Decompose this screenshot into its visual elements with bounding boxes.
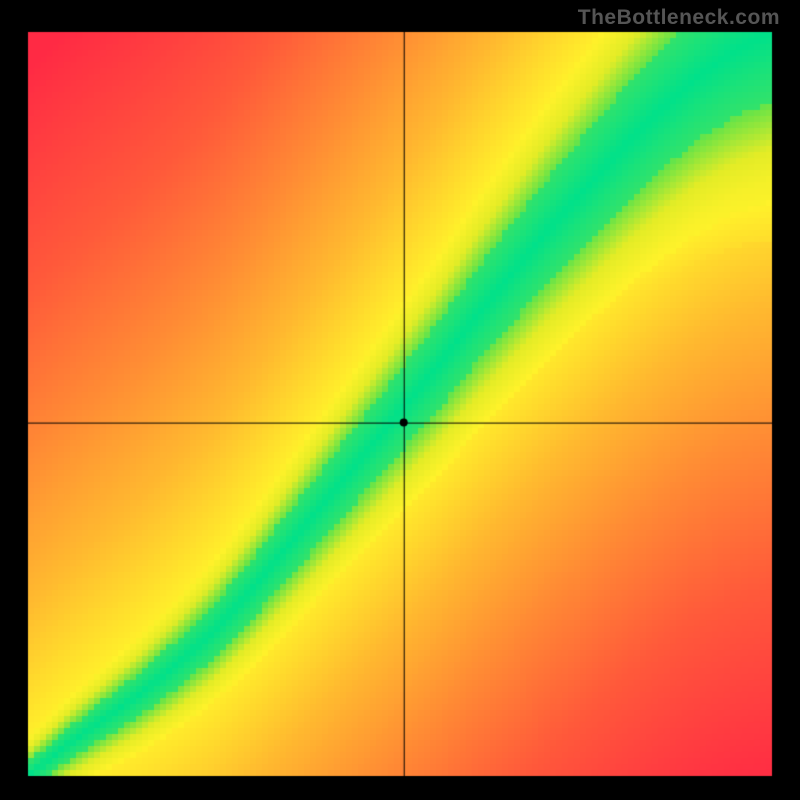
bottleneck-heatmap-canvas bbox=[0, 0, 800, 800]
chart-root: TheBottleneck.com bbox=[0, 0, 800, 800]
watermark-text: TheBottleneck.com bbox=[578, 6, 780, 30]
